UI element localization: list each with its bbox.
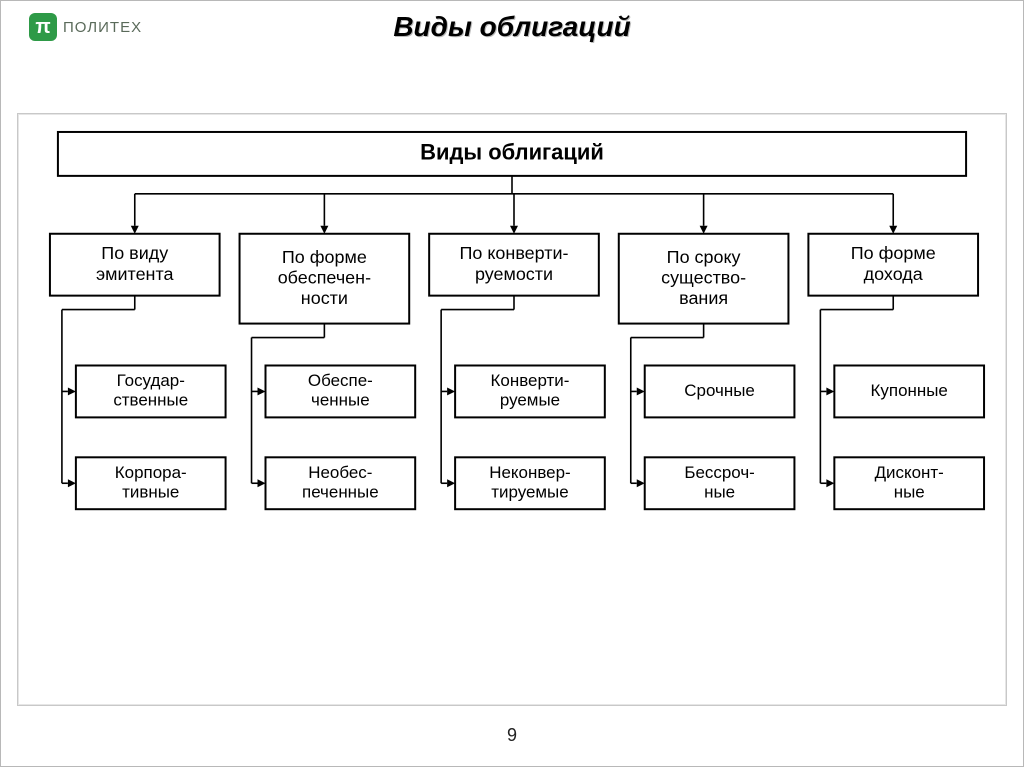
svg-text:По конверти-: По конверти- (460, 243, 569, 263)
svg-text:Виды облигаций: Виды облигаций (420, 140, 604, 165)
svg-text:Неконвер-: Неконвер- (489, 463, 570, 482)
svg-text:печенные: печенные (302, 482, 379, 501)
slide: π ПОЛИТЕХ Виды облигаций Виды облигацийП… (0, 0, 1024, 767)
svg-text:дохода: дохода (864, 264, 923, 284)
svg-text:Бессроч-: Бессроч- (684, 463, 754, 482)
svg-text:ченные: ченные (311, 391, 370, 410)
svg-text:Государ-: Государ- (117, 371, 185, 390)
svg-text:Корпора-: Корпора- (115, 463, 187, 482)
svg-text:руемые: руемые (500, 391, 560, 410)
svg-text:ные: ные (894, 482, 925, 501)
svg-text:Купонные: Купонные (871, 381, 948, 400)
svg-text:Конверти-: Конверти- (491, 371, 570, 390)
svg-text:тивные: тивные (122, 482, 179, 501)
svg-text:Дисконт-: Дисконт- (875, 463, 944, 482)
bond-types-diagram: Виды облигаций По видуэмитента Государ-ств… (18, 114, 1006, 705)
svg-text:Срочные: Срочные (684, 381, 755, 400)
svg-text:обеспечен-: обеспечен- (278, 267, 371, 287)
svg-text:руемости: руемости (475, 264, 553, 284)
page-title: Виды облигаций (1, 11, 1023, 43)
svg-text:ственные: ственные (113, 391, 188, 410)
svg-text:По форме: По форме (851, 243, 936, 263)
svg-text:ности: ности (301, 288, 348, 308)
svg-text:существо-: существо- (661, 267, 746, 287)
svg-text:Обеспе-: Обеспе- (308, 371, 373, 390)
svg-text:тируемые: тируемые (491, 482, 568, 501)
svg-text:эмитента: эмитента (96, 264, 173, 284)
svg-text:По виду: По виду (101, 243, 168, 263)
svg-text:вания: вания (679, 288, 728, 308)
page-number: 9 (1, 725, 1023, 746)
svg-text:По сроку: По сроку (667, 247, 741, 267)
svg-text:Необес-: Необес- (308, 463, 372, 482)
svg-text:По форме: По форме (282, 247, 367, 267)
diagram-frame: Виды облигаций По видуэмитента Государ-ств… (17, 113, 1007, 706)
svg-text:ные: ные (704, 482, 735, 501)
